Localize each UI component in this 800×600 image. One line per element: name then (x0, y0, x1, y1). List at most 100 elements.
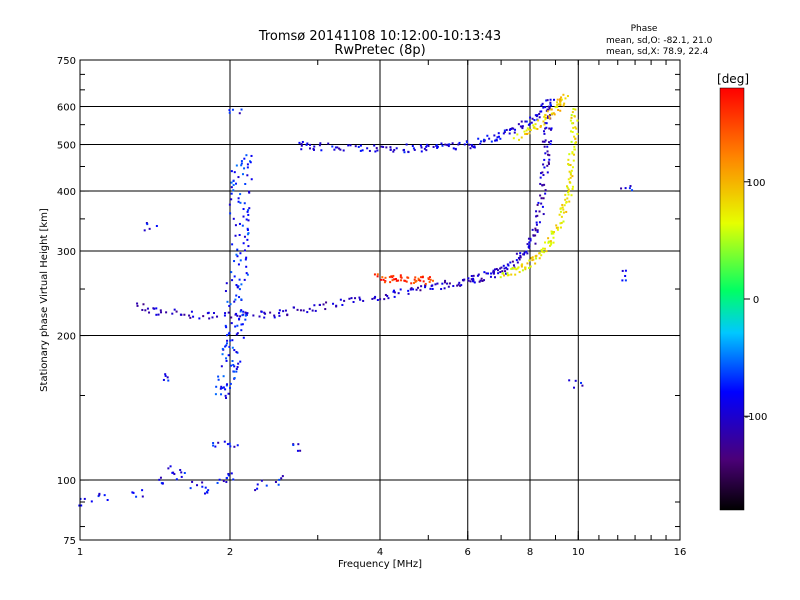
data-point (494, 268, 497, 271)
data-point (548, 117, 551, 120)
data-point (141, 308, 144, 311)
data-point (530, 121, 533, 124)
data-point (240, 160, 243, 163)
data-point (510, 267, 513, 270)
data-point (544, 122, 547, 125)
data-point (246, 238, 249, 241)
data-point (571, 185, 574, 188)
data-point (159, 309, 162, 312)
data-point (391, 279, 394, 282)
data-point (239, 193, 242, 196)
data-point (229, 303, 232, 306)
data-point (546, 99, 549, 102)
data-point (354, 297, 357, 300)
data-point (273, 316, 276, 319)
data-point (311, 309, 314, 312)
x-axis-label: Frequency [MHz] (338, 559, 422, 570)
data-point (175, 478, 178, 481)
data-point (236, 332, 239, 335)
data-point (233, 445, 236, 448)
data-point (286, 314, 289, 317)
data-point (204, 492, 207, 495)
data-point (517, 256, 520, 259)
data-point (224, 312, 227, 315)
data-point (538, 252, 541, 255)
data-point (246, 228, 249, 231)
data-point (302, 309, 305, 312)
data-point (548, 141, 551, 144)
data-point (581, 384, 584, 387)
x-tick-label: 6 (465, 547, 471, 558)
data-point (483, 138, 486, 141)
data-point (459, 284, 462, 287)
data-point (562, 208, 565, 211)
data-point (542, 197, 545, 200)
data-point (526, 243, 529, 246)
data-point (234, 325, 237, 328)
data-point (569, 176, 572, 179)
data-point (631, 189, 634, 192)
data-point (571, 151, 574, 154)
data-point (384, 280, 387, 283)
data-point (545, 122, 548, 125)
data-point (146, 223, 149, 226)
data-point (542, 174, 545, 177)
data-point (534, 262, 537, 265)
data-point (503, 274, 506, 277)
data-point (179, 313, 182, 316)
data-point (429, 287, 432, 290)
data-point (496, 269, 499, 272)
data-point (236, 324, 239, 327)
data-point (225, 384, 228, 387)
data-point (141, 489, 144, 492)
data-point (550, 230, 553, 233)
data-point (518, 138, 521, 141)
data-point (228, 442, 231, 445)
data-point (542, 106, 545, 109)
data-point (521, 263, 524, 266)
data-point (240, 164, 243, 167)
data-point (412, 281, 415, 284)
data-point (171, 471, 174, 474)
data-point (159, 476, 162, 479)
data-point (238, 296, 241, 299)
info-heading: Phase (631, 24, 658, 34)
data-point (235, 182, 238, 185)
data-point (472, 274, 475, 277)
data-point (391, 276, 394, 279)
data-point (519, 125, 522, 128)
data-point (228, 109, 231, 112)
data-point (537, 201, 540, 204)
data-point (232, 184, 235, 187)
data-point (300, 148, 303, 151)
data-point (226, 334, 229, 337)
colorbar-tick-label: 100 (746, 178, 765, 189)
data-point (237, 362, 240, 365)
data-point (243, 249, 246, 252)
data-point (564, 97, 567, 100)
data-point (440, 142, 443, 145)
data-point (517, 123, 520, 126)
data-point (503, 267, 506, 270)
data-point (241, 323, 244, 326)
data-point (246, 163, 249, 166)
data-point (509, 261, 512, 264)
data-point (424, 282, 427, 285)
data-point (217, 441, 220, 444)
data-point (533, 119, 536, 122)
data-point (245, 218, 248, 221)
data-point (333, 148, 336, 151)
data-point (529, 237, 532, 240)
data-point (531, 117, 534, 120)
data-point (393, 295, 396, 298)
data-point (227, 311, 230, 314)
colorbar-unit-label: [deg] (717, 72, 749, 86)
data-point (516, 261, 519, 264)
data-point (562, 211, 565, 214)
data-point (222, 480, 225, 483)
data-point (153, 307, 156, 310)
data-point (258, 315, 261, 318)
data-point (559, 109, 562, 112)
data-point (297, 443, 300, 446)
data-point (335, 304, 338, 307)
